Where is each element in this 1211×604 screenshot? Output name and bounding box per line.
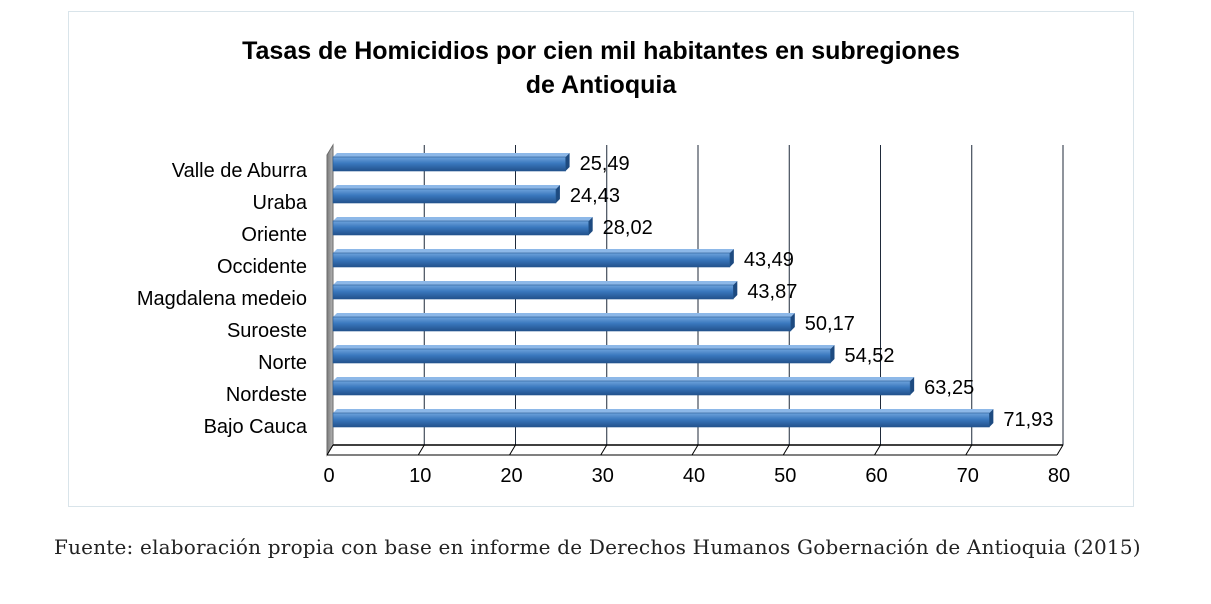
labels: 25,49 Valle de Aburra 24,43 Uraba 28,02 Orien… bbox=[137, 153, 1054, 438]
bar bbox=[332, 252, 731, 268]
source-caption: Fuente: elaboración propia con base en i… bbox=[54, 535, 1141, 559]
chart-title-line-2: de Antioquia bbox=[525, 71, 677, 99]
x-tick-mark bbox=[600, 444, 608, 456]
bar-end bbox=[830, 345, 835, 363]
bar bbox=[332, 156, 566, 172]
bar bbox=[332, 284, 734, 300]
category-label: Valle de Aburra bbox=[172, 160, 308, 182]
x-tick-label: 0 bbox=[323, 465, 334, 487]
x-tick-mark bbox=[417, 444, 425, 456]
value-label: 63,25 bbox=[924, 377, 974, 399]
category-label: Magdalena medeio bbox=[137, 288, 307, 310]
value-label: 25,49 bbox=[580, 153, 630, 175]
bar-end bbox=[588, 217, 593, 235]
x-tick-mark bbox=[1056, 444, 1064, 456]
bar bbox=[332, 348, 831, 364]
bar bbox=[332, 380, 911, 396]
value-label: 71,93 bbox=[1003, 409, 1053, 431]
bar-top bbox=[333, 409, 994, 413]
value-label: 24,43 bbox=[570, 185, 620, 207]
x-tick-label: 70 bbox=[957, 465, 979, 487]
chart-title-line-1: Tasas de Homicidios por cien mil habitan… bbox=[242, 37, 960, 65]
x-tick-mark bbox=[509, 444, 516, 456]
category-label: Occidente bbox=[217, 256, 307, 278]
bar-end bbox=[733, 281, 738, 299]
bar-top bbox=[333, 185, 560, 189]
category-label: Norte bbox=[258, 352, 307, 374]
bar-top bbox=[333, 281, 738, 285]
bar bbox=[332, 412, 990, 428]
bar-top bbox=[333, 249, 734, 253]
x-tick-mark bbox=[691, 444, 699, 456]
value-label: 43,49 bbox=[744, 249, 794, 271]
bar-end bbox=[555, 185, 560, 203]
x-tick-label: 10 bbox=[409, 465, 431, 487]
value-label: 50,17 bbox=[805, 313, 855, 335]
bar-top bbox=[333, 345, 835, 349]
category-label: Uraba bbox=[253, 192, 308, 214]
bar-top bbox=[333, 153, 570, 157]
chart-title: Tasas de Homicidios por cien mil habitan… bbox=[68, 34, 1134, 102]
x-axis: 0 10 20 30 40 50 60 70 80 bbox=[323, 444, 1070, 487]
bar-end bbox=[790, 313, 795, 331]
category-label: Nordeste bbox=[226, 384, 307, 406]
bar-top bbox=[333, 377, 915, 381]
value-label: 43,87 bbox=[747, 281, 797, 303]
bars bbox=[332, 153, 994, 428]
x-tick-label: 20 bbox=[500, 465, 522, 487]
x-tick-mark bbox=[965, 444, 973, 456]
value-label: 28,02 bbox=[603, 217, 653, 239]
bar-top bbox=[333, 217, 593, 221]
category-label: Suroeste bbox=[227, 320, 307, 342]
bar-end bbox=[729, 249, 734, 267]
x-tick-mark bbox=[326, 444, 334, 456]
x-tick-label: 80 bbox=[1048, 465, 1070, 487]
bar bbox=[332, 188, 557, 204]
x-tick-mark bbox=[782, 444, 790, 456]
category-label: Oriente bbox=[241, 224, 307, 246]
x-tick-label: 40 bbox=[683, 465, 705, 487]
bar-top bbox=[333, 313, 795, 317]
bar bbox=[332, 316, 792, 332]
bar-end bbox=[989, 409, 994, 427]
value-label: 54,52 bbox=[844, 345, 894, 367]
side-wall bbox=[326, 143, 334, 457]
bar-end bbox=[910, 377, 915, 395]
x-tick-label: 30 bbox=[592, 465, 614, 487]
x-tick-mark bbox=[874, 444, 881, 456]
bar-end bbox=[565, 153, 570, 171]
x-tick-label: 50 bbox=[774, 465, 796, 487]
category-label: Bajo Cauca bbox=[204, 416, 308, 438]
bar bbox=[332, 220, 589, 236]
x-tick-label: 60 bbox=[865, 465, 887, 487]
